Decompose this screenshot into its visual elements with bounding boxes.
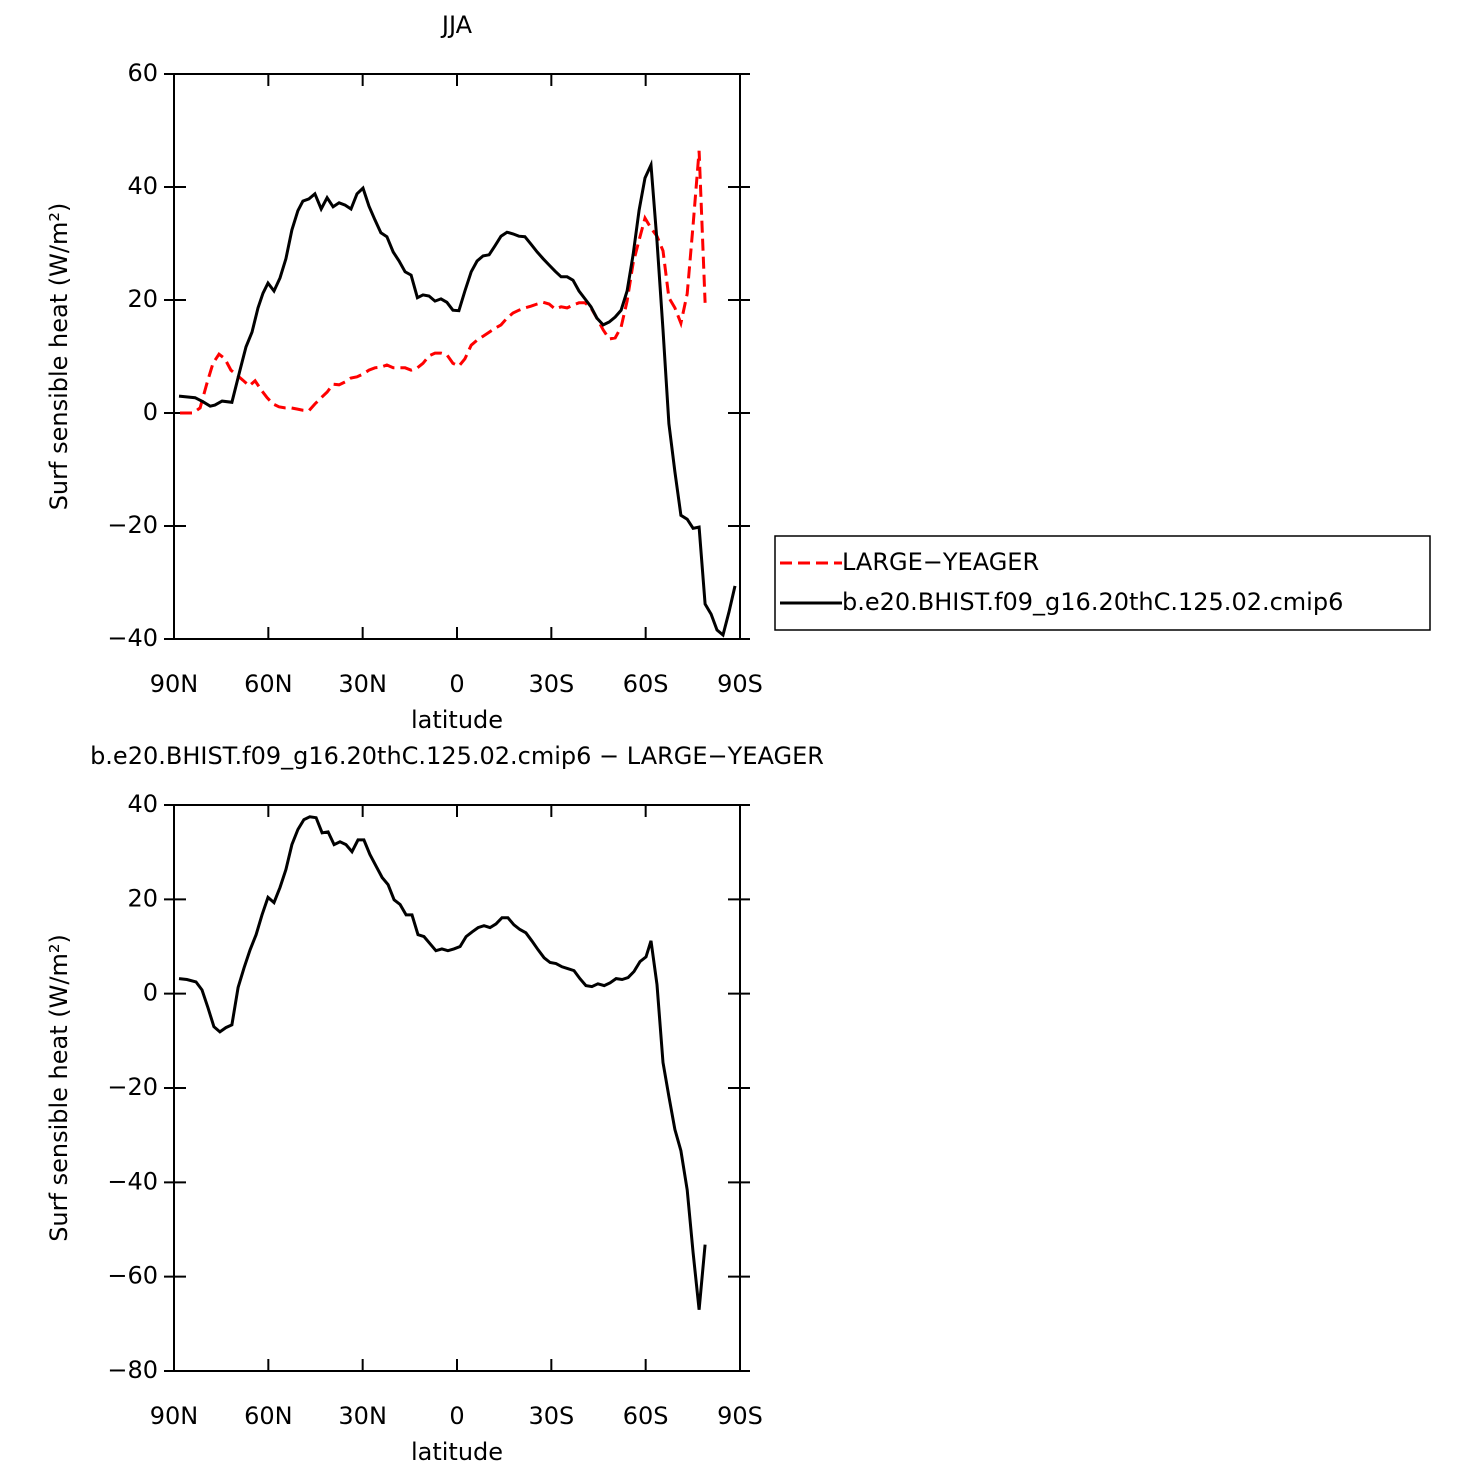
x-tick-label: 0: [449, 670, 464, 698]
x-axis-label: latitude: [411, 1438, 503, 1466]
x-axis-label: latitude: [411, 706, 503, 734]
y-tick-label: −20: [107, 511, 158, 539]
chart-title: b.e20.BHIST.f09_g16.20thC.125.02.cmip6 −…: [90, 742, 824, 770]
x-tick-label: 0: [449, 1402, 464, 1430]
x-tick-label: 30N: [338, 1402, 387, 1430]
plot-frame: [173, 73, 741, 640]
x-tick-label: 60N: [244, 1402, 293, 1430]
y-tick-label: 40: [127, 790, 158, 818]
legend-label: b.e20.BHIST.f09_g16.20thC.125.02.cmip6: [842, 588, 1343, 616]
data-line: [178, 159, 737, 638]
y-tick-label: −40: [107, 624, 158, 652]
y-tick-label: −80: [107, 1356, 158, 1384]
x-tick-label: 90N: [150, 1402, 199, 1430]
x-tick-label: 90N: [150, 670, 199, 698]
x-tick-label: 30S: [528, 670, 574, 698]
y-tick-label: 60: [127, 59, 158, 87]
y-axis-label: Surf sensible heat (W/m²): [45, 203, 73, 511]
x-tick-label: 60S: [623, 1402, 669, 1430]
x-tick-label: 30N: [338, 670, 387, 698]
y-tick-label: 40: [127, 172, 158, 200]
data-line: [178, 815, 707, 1310]
chart-title: JJA: [440, 11, 473, 39]
legend-box: [774, 535, 1431, 631]
y-tick-label: −60: [107, 1262, 158, 1290]
y-axis-label: Surf sensible heat (W/m²): [45, 934, 73, 1242]
legend-label: LARGE−YEAGER: [842, 548, 1039, 576]
y-tick-label: 20: [127, 884, 158, 912]
y-tick-label: −40: [107, 1167, 158, 1195]
x-tick-label: 90S: [717, 670, 763, 698]
y-tick-label: −20: [107, 1073, 158, 1101]
y-tick-label: 0: [143, 398, 158, 426]
plot-frame: [173, 804, 741, 1372]
x-tick-label: 60S: [623, 670, 669, 698]
x-tick-label: 60N: [244, 670, 293, 698]
x-tick-label: 30S: [528, 1402, 574, 1430]
y-tick-label: 20: [127, 285, 158, 313]
data-line: [180, 150, 707, 415]
y-tick-label: 0: [143, 979, 158, 1007]
x-tick-label: 90S: [717, 1402, 763, 1430]
